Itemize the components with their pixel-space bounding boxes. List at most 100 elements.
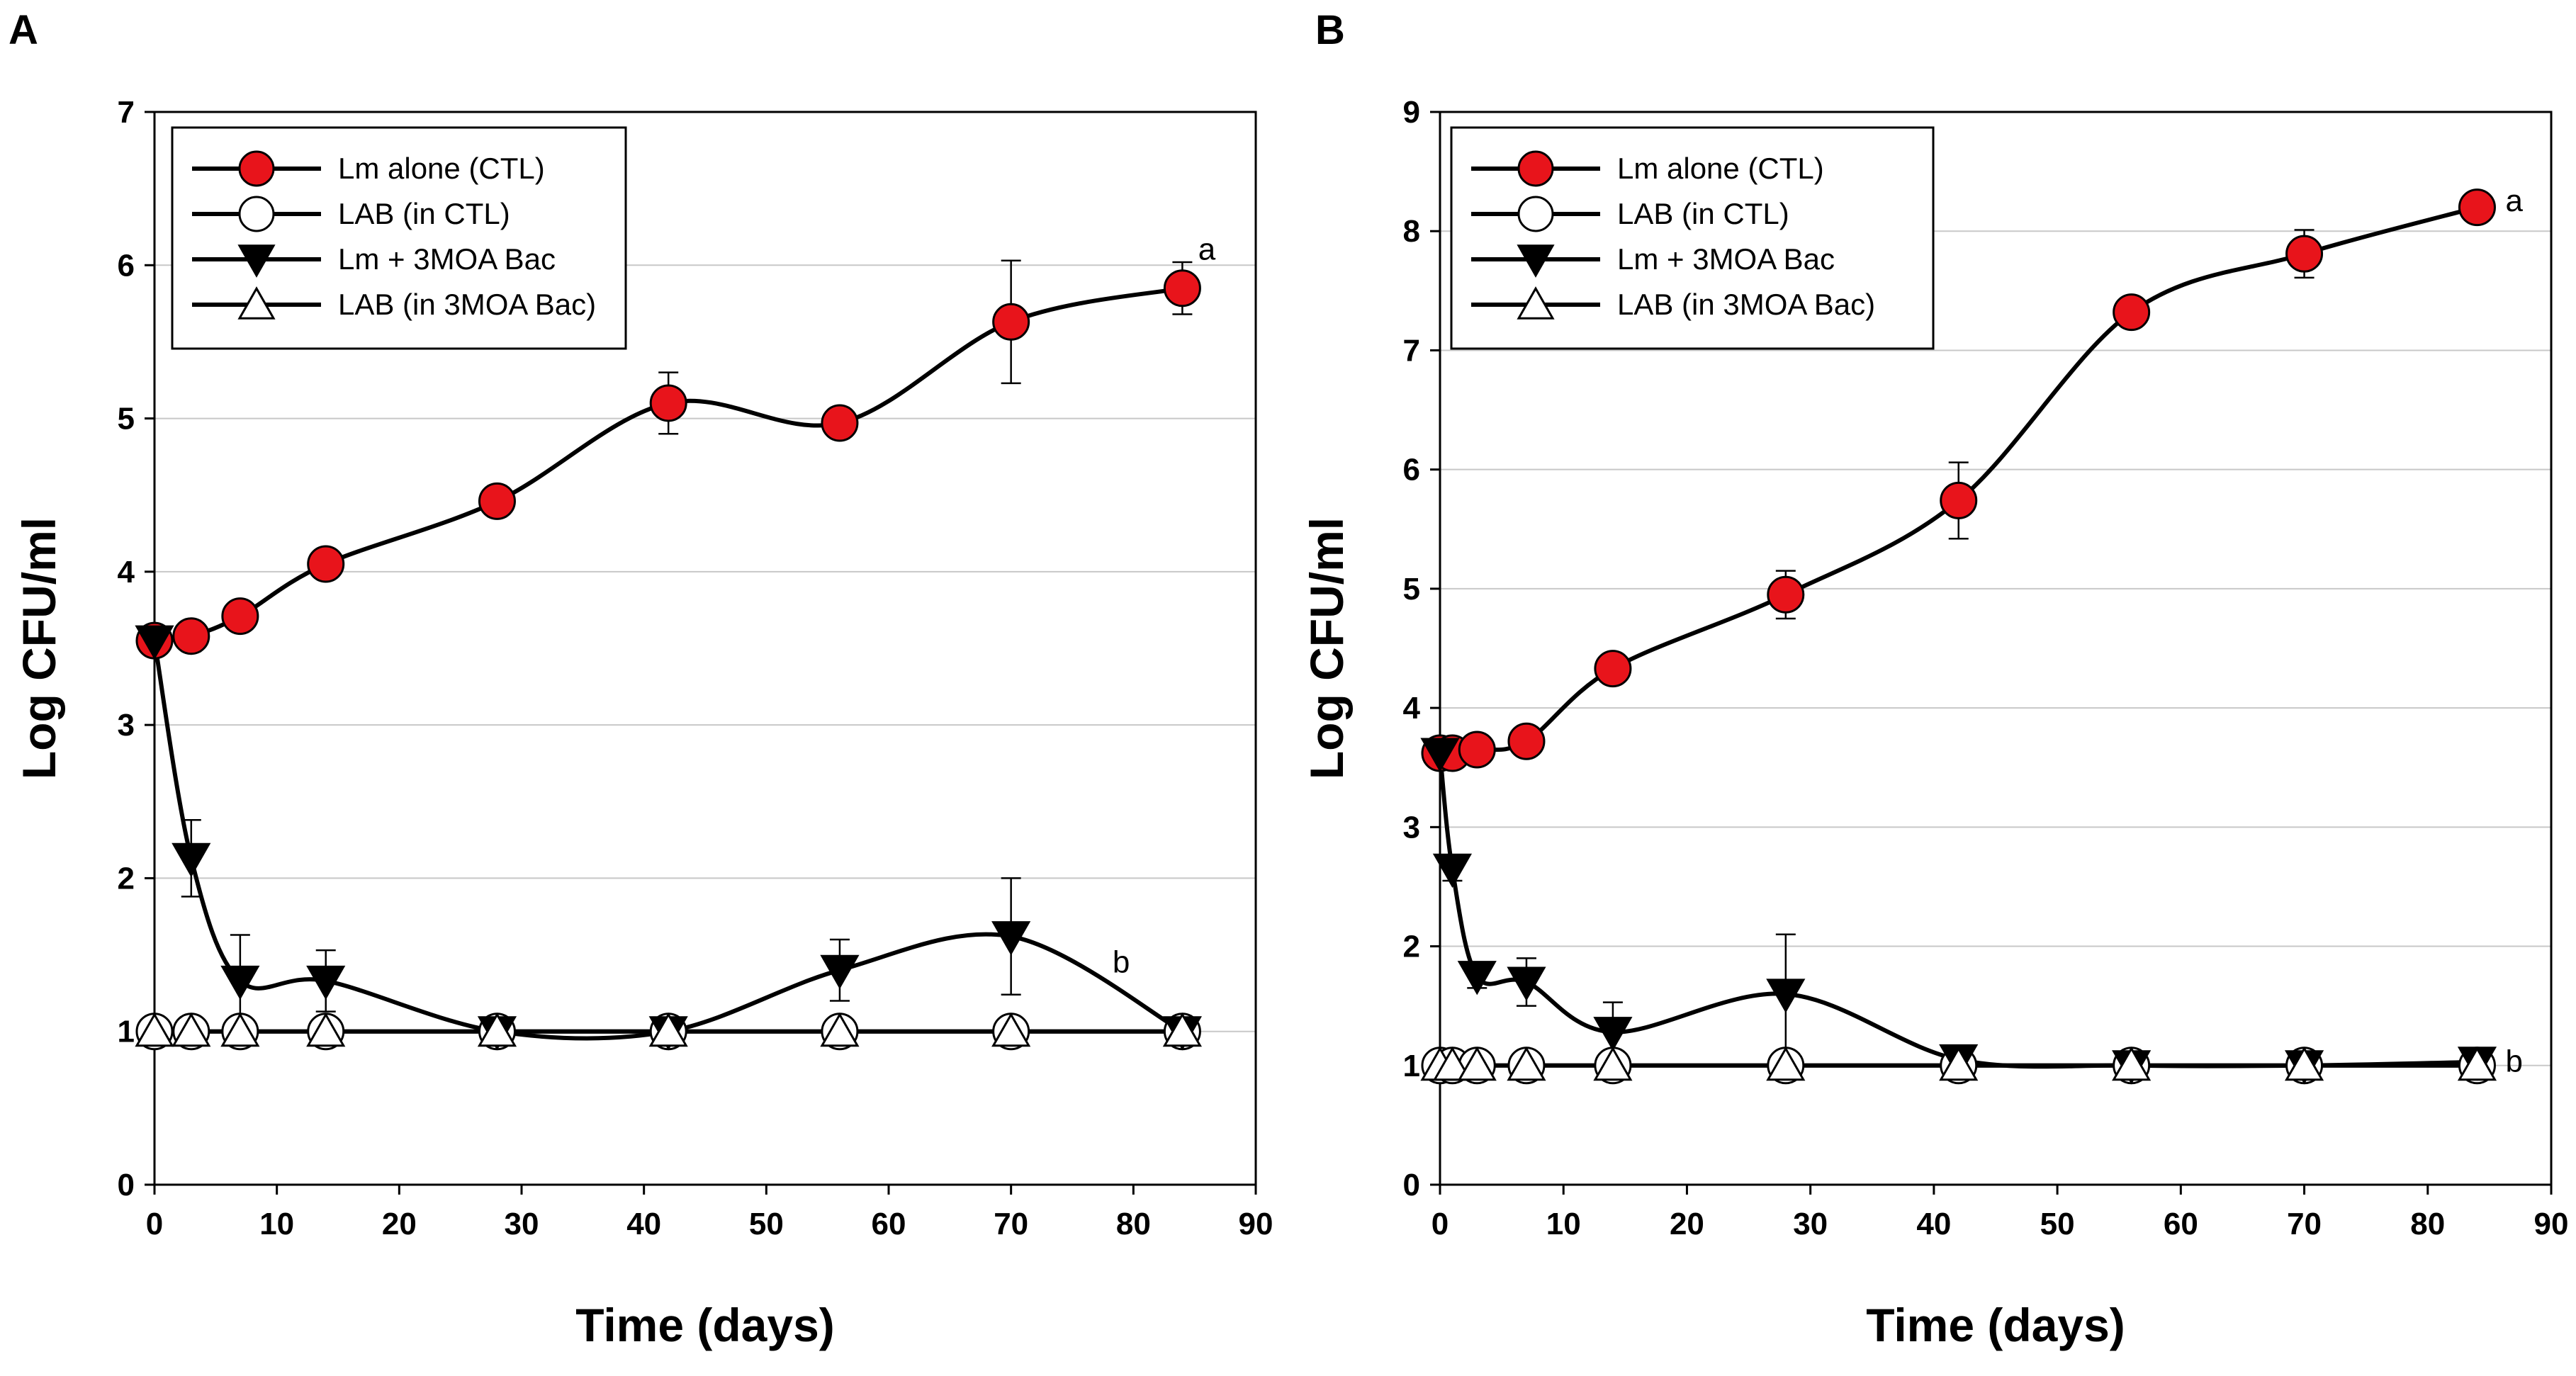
data-point <box>306 1012 346 1047</box>
x-tick-label: 90 <box>1239 1207 1273 1241</box>
data-point <box>992 303 1030 341</box>
data-point <box>1507 966 1546 1001</box>
data-point <box>1457 1047 1497 1081</box>
x-tick-label: 90 <box>2534 1207 2569 1241</box>
data-point <box>820 954 860 989</box>
data-point <box>1458 731 1496 769</box>
data-point <box>649 384 687 422</box>
y-tick-label: 1 <box>118 1015 135 1049</box>
y-tick-label: 8 <box>1403 214 1420 249</box>
x-tick-label: 80 <box>2410 1207 2445 1241</box>
data-point <box>306 965 346 1000</box>
data-point <box>820 1012 860 1047</box>
legend-label: Lm alone (CTL) <box>338 152 545 185</box>
x-tick-label: 10 <box>259 1207 294 1241</box>
y-tick-label: 7 <box>118 95 135 130</box>
plot-frame <box>1439 111 2553 1186</box>
data-point <box>171 1012 211 1047</box>
data-point <box>1593 1017 1633 1051</box>
legend-marker <box>237 286 276 320</box>
legend-label: LAB (in 3MOA Bac) <box>338 288 596 321</box>
x-axis-title: Time (days) <box>575 1299 835 1351</box>
legend-marker <box>1517 244 1555 278</box>
data-point <box>1507 722 1546 760</box>
data-point <box>1940 481 1978 519</box>
legend-label: LAB (in 3MOA Bac) <box>1617 288 1875 321</box>
x-tick-label: 20 <box>1670 1207 1704 1241</box>
x-tick-label: 0 <box>146 1207 163 1241</box>
x-tick-label: 10 <box>1546 1207 1581 1241</box>
y-tick-label: 2 <box>1403 930 1420 964</box>
legend-marker <box>1517 286 1555 320</box>
y-tick-label: 7 <box>1403 333 1420 368</box>
legend: Lm alone (CTL) LAB (in CTL) Lm + 3MOA Bac L… <box>1450 126 1935 350</box>
legend-label: LAB (in CTL) <box>1617 197 1789 230</box>
data-point <box>1939 1047 1979 1081</box>
data-point <box>221 597 259 636</box>
x-tick-label: 60 <box>872 1207 906 1241</box>
data-point <box>477 1012 517 1047</box>
data-point <box>2112 1047 2152 1081</box>
legend-marker <box>238 150 275 187</box>
panel-letter: B <box>1315 7 1345 53</box>
data-point <box>1420 738 1460 772</box>
x-tick-label: 0 <box>1432 1207 1449 1241</box>
y-tick-label: 0 <box>1403 1168 1420 1202</box>
y-axis-title: Log CFU/ml <box>13 517 65 779</box>
data-point <box>1593 1047 1633 1081</box>
y-tick-label: 5 <box>1403 572 1420 607</box>
y-tick-label: 4 <box>1403 691 1421 726</box>
x-tick-label: 30 <box>505 1207 539 1241</box>
data-point <box>1432 1047 1473 1081</box>
data-point <box>2284 1047 2324 1081</box>
y-tick-label: 5 <box>118 402 135 436</box>
y-axis-title: Log CFU/ml <box>1300 517 1353 779</box>
legend-label: LAB (in CTL) <box>338 197 510 230</box>
data-point <box>1162 1012 1202 1047</box>
data-point <box>991 921 1031 956</box>
data-point <box>1594 650 1632 688</box>
data-point <box>991 1012 1031 1047</box>
legend: Lm alone (CTL) LAB (in CTL) Lm + 3MOA Bac L… <box>171 126 627 350</box>
data-point <box>2285 235 2324 273</box>
y-tick-label: 6 <box>1403 453 1420 487</box>
legend-label: Lm alone (CTL) <box>1617 152 1824 185</box>
data-point <box>220 965 260 1000</box>
x-tick-label: 20 <box>382 1207 417 1241</box>
data-point <box>1507 1047 1546 1081</box>
y-tick-label: 2 <box>118 861 135 896</box>
data-point <box>478 482 516 520</box>
legend-marker <box>1517 196 1554 232</box>
significance-label: b <box>1113 944 1130 979</box>
panel-letter: A <box>9 7 38 53</box>
legend-marker <box>237 244 276 278</box>
significance-label: a <box>1198 232 1216 267</box>
data-point <box>1766 979 1806 1013</box>
legend-label: Lm + 3MOA Bac <box>338 242 556 276</box>
y-tick-label: 3 <box>1403 810 1420 845</box>
y-tick-label: 3 <box>118 708 135 743</box>
data-point <box>1767 575 1805 614</box>
data-point <box>2457 1047 2497 1081</box>
y-tick-label: 0 <box>118 1168 135 1202</box>
data-point <box>1457 961 1497 996</box>
data-point <box>648 1012 688 1047</box>
x-tick-label: 80 <box>1116 1207 1151 1241</box>
x-tick-label: 60 <box>2164 1207 2198 1241</box>
x-tick-label: 50 <box>2040 1207 2075 1241</box>
legend-marker <box>1517 150 1554 187</box>
significance-label: b <box>2505 1044 2522 1079</box>
significance-label: a <box>2505 184 2523 218</box>
data-point <box>1766 1047 1806 1081</box>
data-point <box>821 404 859 442</box>
legend-marker <box>238 196 275 232</box>
data-point <box>2113 293 2151 332</box>
legend-label: Lm + 3MOA Bac <box>1617 242 1835 276</box>
x-tick-label: 30 <box>1793 1207 1828 1241</box>
data-point <box>135 1012 174 1047</box>
data-point <box>1163 269 1201 308</box>
data-point <box>2458 188 2496 227</box>
